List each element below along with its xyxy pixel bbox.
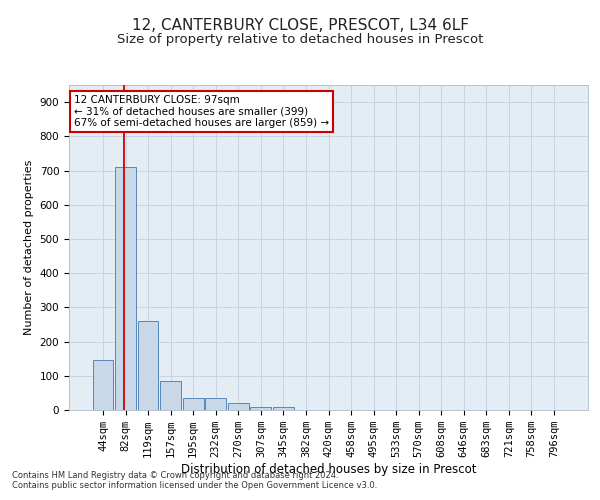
Text: Size of property relative to detached houses in Prescot: Size of property relative to detached ho… — [117, 32, 483, 46]
Text: Contains HM Land Registry data © Crown copyright and database right 2024.: Contains HM Land Registry data © Crown c… — [12, 470, 338, 480]
Bar — [273, 406, 294, 410]
X-axis label: Distribution of detached houses by size in Prescot: Distribution of detached houses by size … — [181, 463, 476, 476]
Text: 12, CANTERBURY CLOSE, PRESCOT, L34 6LF: 12, CANTERBURY CLOSE, PRESCOT, L34 6LF — [131, 18, 469, 32]
Bar — [160, 381, 181, 410]
Bar — [137, 321, 158, 410]
Text: 12 CANTERBURY CLOSE: 97sqm
← 31% of detached houses are smaller (399)
67% of sem: 12 CANTERBURY CLOSE: 97sqm ← 31% of deta… — [74, 94, 329, 128]
Bar — [92, 360, 113, 410]
Bar — [250, 406, 271, 410]
Bar — [228, 403, 248, 410]
Bar — [115, 167, 136, 410]
Bar — [183, 398, 203, 410]
Text: Contains public sector information licensed under the Open Government Licence v3: Contains public sector information licen… — [12, 480, 377, 490]
Y-axis label: Number of detached properties: Number of detached properties — [24, 160, 34, 335]
Bar — [205, 398, 226, 410]
